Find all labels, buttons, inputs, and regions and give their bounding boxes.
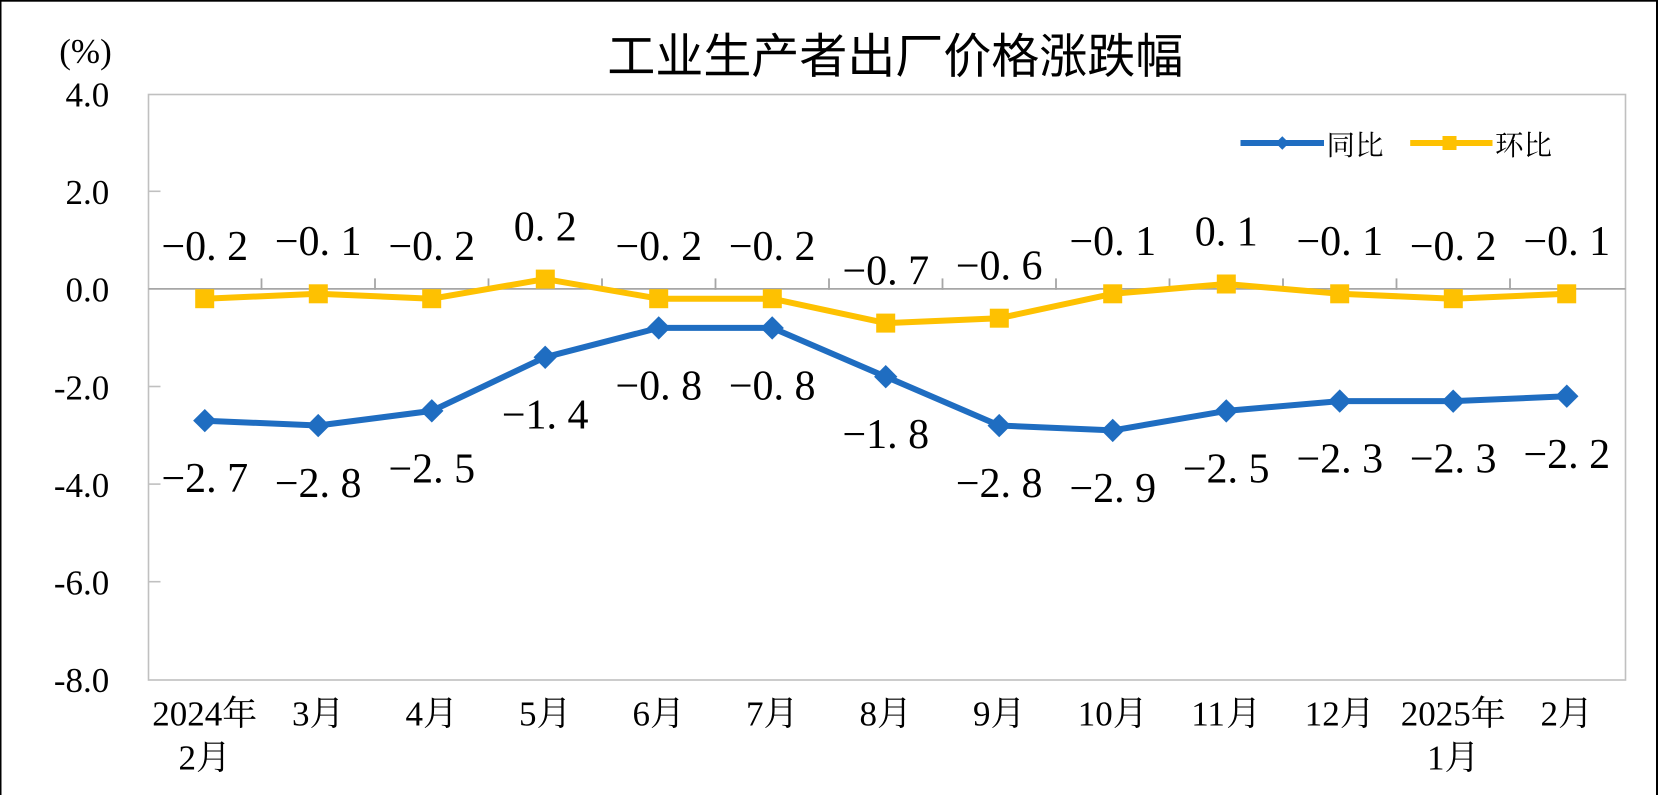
svg-text:−2. 3: −2. 3 bbox=[1296, 437, 1383, 483]
svg-text:10: 10 bbox=[1078, 694, 1113, 733]
svg-text:−0. 2: −0. 2 bbox=[729, 224, 816, 270]
svg-text:0. 2: 0. 2 bbox=[514, 204, 577, 250]
svg-text:−2. 2: −2. 2 bbox=[1523, 432, 1610, 478]
svg-text:2024: 2024 bbox=[152, 694, 222, 733]
svg-text:4.0: 4.0 bbox=[66, 76, 110, 115]
svg-text:−2. 8: −2. 8 bbox=[275, 461, 362, 507]
svg-text:−0. 6: −0. 6 bbox=[956, 244, 1043, 290]
svg-text:-2.0: -2.0 bbox=[54, 368, 109, 407]
svg-text:−2. 3: −2. 3 bbox=[1410, 437, 1497, 483]
svg-text:−0. 8: −0. 8 bbox=[615, 363, 702, 409]
svg-text:2: 2 bbox=[179, 738, 197, 777]
svg-text:−0. 1: −0. 1 bbox=[1069, 219, 1156, 265]
svg-text:0.0: 0.0 bbox=[66, 271, 110, 310]
svg-text:−1. 8: −1. 8 bbox=[842, 412, 929, 458]
svg-text:7: 7 bbox=[746, 694, 764, 733]
svg-text:−0. 2: −0. 2 bbox=[161, 224, 248, 270]
svg-text:−0. 2: −0. 2 bbox=[615, 224, 702, 270]
svg-text:−2. 9: −2. 9 bbox=[1069, 466, 1156, 512]
svg-text:-4.0: -4.0 bbox=[54, 466, 109, 505]
svg-text:−0. 2: −0. 2 bbox=[1410, 224, 1497, 270]
svg-text:12: 12 bbox=[1305, 694, 1340, 733]
svg-text:−2. 5: −2. 5 bbox=[388, 446, 475, 492]
svg-text:−0. 2: −0. 2 bbox=[388, 224, 475, 270]
svg-text:3: 3 bbox=[292, 694, 310, 733]
svg-text:8: 8 bbox=[860, 694, 878, 733]
svg-text:2.0: 2.0 bbox=[66, 173, 110, 212]
svg-text:2: 2 bbox=[1541, 694, 1559, 733]
svg-text:−0. 7: −0. 7 bbox=[842, 248, 929, 294]
svg-text:6: 6 bbox=[633, 694, 651, 733]
svg-text:11: 11 bbox=[1191, 694, 1225, 733]
svg-text:2025: 2025 bbox=[1401, 694, 1471, 733]
svg-text:−0. 1: −0. 1 bbox=[275, 219, 362, 265]
svg-text:−0. 1: −0. 1 bbox=[1523, 219, 1610, 265]
svg-text:-6.0: -6.0 bbox=[54, 564, 109, 603]
svg-text:−0. 1: −0. 1 bbox=[1296, 219, 1383, 265]
svg-text:−0. 8: −0. 8 bbox=[729, 363, 816, 409]
svg-text:−2. 7: −2. 7 bbox=[161, 456, 248, 502]
svg-text:(%): (%) bbox=[59, 32, 111, 71]
svg-text:−2. 5: −2. 5 bbox=[1183, 446, 1270, 492]
svg-text:5: 5 bbox=[519, 694, 537, 733]
svg-text:−1. 4: −1. 4 bbox=[502, 393, 589, 439]
svg-text:−2. 8: −2. 8 bbox=[956, 461, 1043, 507]
svg-text:0. 1: 0. 1 bbox=[1195, 209, 1258, 255]
svg-text:4: 4 bbox=[406, 694, 424, 733]
svg-text:1: 1 bbox=[1427, 738, 1445, 777]
svg-text:-8.0: -8.0 bbox=[54, 661, 109, 700]
svg-text:9: 9 bbox=[973, 694, 991, 733]
